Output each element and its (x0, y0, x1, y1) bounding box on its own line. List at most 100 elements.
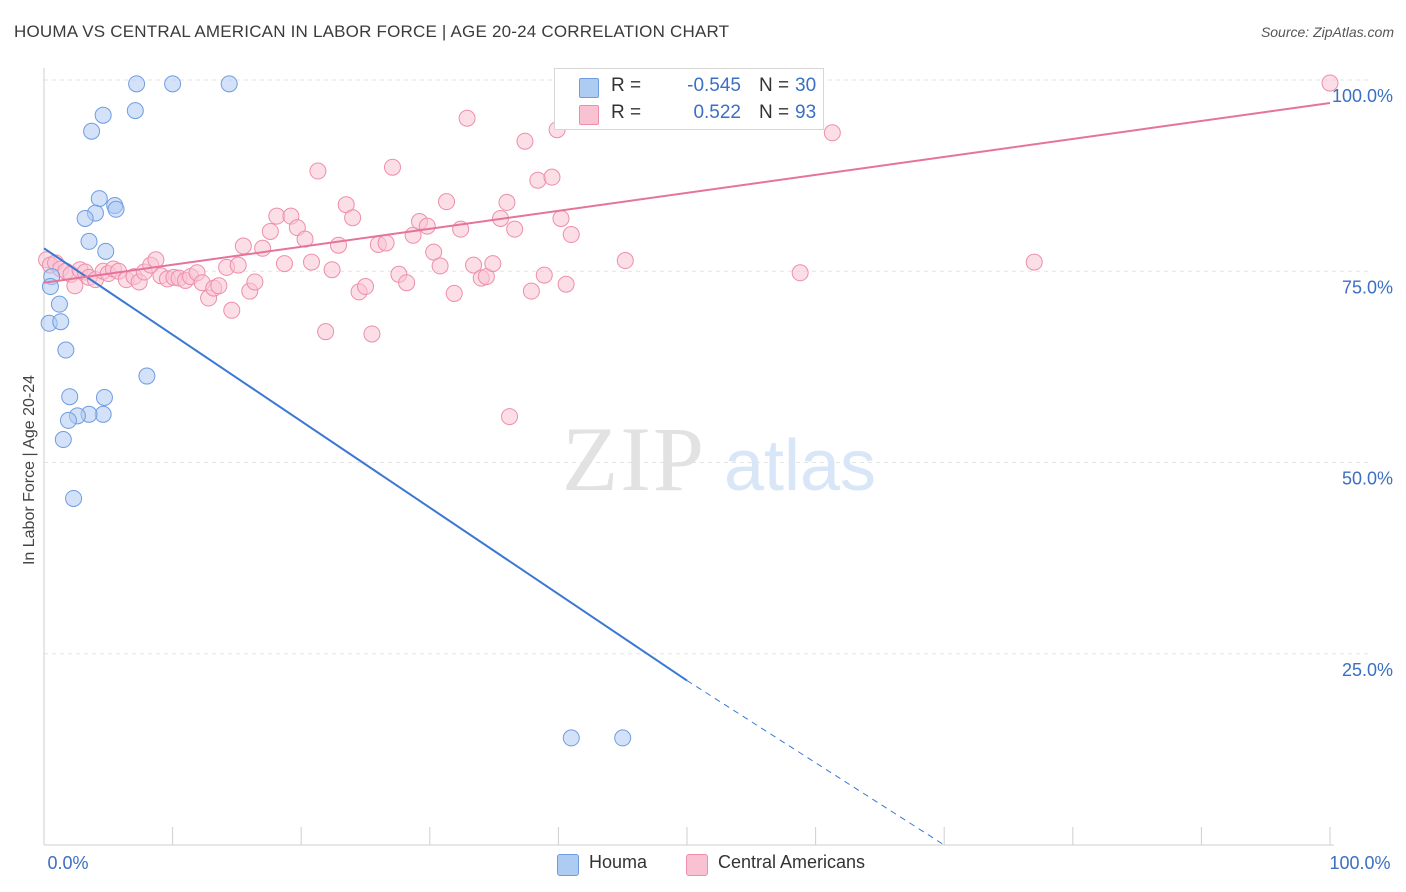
houma-point (76, 209, 94, 227)
bottom-legend-label-central: Central Americans (718, 852, 866, 872)
houma-point (107, 200, 125, 218)
houma-point (94, 405, 112, 423)
central-americans-point (302, 253, 320, 271)
tick-labels: 25.0% 50.0% 75.0% 100.0% 0.0% 100.0% (47, 86, 1393, 873)
houma-point (52, 313, 70, 331)
houma-point (80, 232, 98, 250)
y-tick-label: 100.0% (1332, 86, 1393, 106)
central-americans-point (275, 255, 293, 273)
central-americans-point (431, 257, 449, 275)
legend-n-value: 93 (795, 102, 817, 123)
central-americans-point (223, 301, 241, 319)
central-americans-point (501, 408, 519, 426)
legend-r-label: R = (611, 75, 642, 96)
central-americans-point (1025, 253, 1043, 271)
source-credit: Source: ZipAtlas.com (1260, 24, 1394, 40)
houma-point (94, 106, 112, 124)
chart-title: HOUMA VS CENTRAL AMERICAN IN LABOR FORCE… (14, 22, 730, 41)
trendlines (43, 101, 1331, 846)
houma-point (95, 388, 113, 406)
houma-trendline-extension (686, 680, 945, 846)
central-americans-point (543, 168, 561, 186)
central-americans-point (268, 207, 286, 225)
houma-point (614, 729, 632, 747)
legend-r-label: R = (611, 102, 642, 123)
central-americans-point (562, 226, 580, 244)
correlation-legend: R = -0.545 N = 30 R = 0.522 N = 93 (554, 68, 824, 130)
legend-n-value: 30 (795, 75, 817, 96)
central-americans-point (535, 266, 553, 284)
houma-trendline (43, 247, 688, 682)
houma-point (128, 75, 146, 93)
houma-point (50, 295, 68, 313)
central-americans-point (1321, 74, 1339, 92)
houma-point (220, 75, 238, 93)
legend-r-value: -0.545 (687, 75, 741, 96)
watermark-atlas: atlas (724, 426, 876, 506)
houma-points (40, 75, 632, 747)
central-americans-point (323, 261, 341, 279)
legend-n-label: N = (759, 102, 790, 123)
houma-point (164, 75, 182, 93)
watermark: ZIP atlas (562, 408, 876, 510)
houma-point (61, 388, 79, 406)
central-americans-point (616, 252, 634, 270)
central-americans-point (229, 256, 247, 274)
central-americans-point (344, 209, 362, 227)
central-americans-point (522, 282, 540, 300)
bottom-legend-swatch-houma (557, 854, 579, 876)
central-americans-point (384, 158, 402, 176)
central-americans-point (557, 275, 575, 293)
central-americans-point (465, 256, 483, 274)
central-americans-trendline (43, 101, 1331, 284)
legend-r-value: 0.522 (693, 102, 741, 123)
central-americans-point (516, 132, 534, 150)
houma-point (90, 190, 108, 208)
x-tick-label: 100.0% (1329, 853, 1390, 873)
legend-n-label: N = (759, 75, 790, 96)
houma-point (97, 242, 115, 260)
houma-point (83, 122, 101, 140)
bottom-legend-swatch-central (686, 854, 708, 876)
y-tick-label: 50.0% (1342, 469, 1393, 489)
central-americans-point (261, 222, 279, 240)
houma-point (126, 102, 144, 120)
houma-point (59, 411, 77, 429)
central-americans-point (357, 278, 374, 296)
central-americans-point (363, 325, 381, 343)
central-americans-point (317, 323, 335, 341)
central-americans-point (529, 171, 547, 189)
central-americans-point (309, 162, 327, 180)
central-americans-point (418, 217, 436, 235)
central-americans-point (246, 273, 264, 291)
y-tick-label: 75.0% (1342, 277, 1393, 297)
central-americans-point (210, 277, 228, 295)
houma-point (57, 341, 75, 359)
houma-point (138, 367, 156, 385)
houma-point (54, 431, 72, 449)
central-americans-point (552, 209, 570, 227)
central-americans-point (823, 124, 841, 142)
legend-swatch-central (579, 105, 599, 125)
central-americans-point (445, 284, 463, 302)
houma-point (562, 729, 580, 747)
central-americans-point (398, 274, 416, 292)
central-americans-point (506, 220, 524, 238)
central-americans-point (791, 264, 809, 282)
watermark-zip: ZIP (562, 408, 706, 510)
houma-point (65, 489, 83, 507)
central-americans-point (438, 193, 456, 211)
central-americans-point (234, 237, 252, 255)
central-americans-point (425, 243, 443, 261)
y-tick-label: 25.0% (1342, 660, 1393, 680)
axes (43, 68, 1334, 846)
central-americans-point (329, 236, 347, 254)
bottom-legend-label-houma: Houma (589, 852, 648, 872)
legend-swatch-houma (579, 78, 599, 98)
x-tick-label: 0.0% (47, 853, 88, 873)
central-americans-point (498, 193, 516, 211)
central-americans-point (484, 255, 502, 273)
central-americans-point (377, 234, 395, 252)
central-americans-point (458, 109, 476, 127)
